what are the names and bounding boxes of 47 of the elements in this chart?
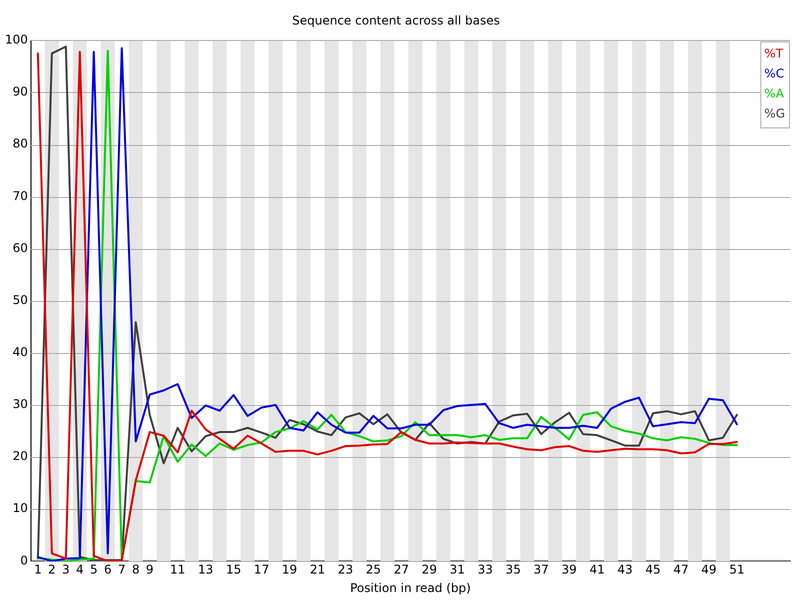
x-tick-label: 41	[589, 562, 605, 577]
x-tick-label: 15	[226, 562, 242, 577]
x-tick-label: 19	[282, 562, 298, 577]
x-tick-label: 2	[48, 562, 56, 577]
x-tick-label: 31	[450, 562, 465, 577]
x-tick-label: 9	[146, 562, 154, 577]
y-tick-label: 60	[12, 240, 28, 255]
x-tick-label: 1	[34, 562, 42, 577]
y-tick-label: 10	[12, 501, 28, 516]
x-tick-label: 5	[90, 562, 98, 577]
text: %T	[764, 46, 784, 61]
chart-title: Sequence content across all bases	[292, 13, 500, 28]
x-tick-label: 39	[561, 562, 577, 577]
x-tick-label: 27	[394, 562, 410, 577]
y-tick-label: 50	[12, 292, 28, 307]
y-tick-label: 0	[20, 553, 28, 568]
x-tick-label: 11	[170, 562, 186, 577]
text: %C	[764, 66, 784, 81]
x-tick-label: 4	[76, 562, 84, 577]
y-tick-label: 90	[12, 84, 28, 99]
x-tick-label: 7	[118, 562, 126, 577]
y-tick-label: 80	[12, 136, 28, 151]
x-tick-label: 6	[104, 562, 112, 577]
x-tick-label: 47	[673, 562, 689, 577]
x-tick-label: 43	[617, 562, 633, 577]
y-tick-label: 20	[12, 449, 28, 464]
x-tick-label: 49	[701, 562, 717, 577]
x-tick-label: 21	[310, 562, 326, 577]
x-tick-label: 29	[422, 562, 437, 577]
x-tick-label: 45	[645, 562, 661, 577]
x-axis-title: Position in read (bp)	[350, 580, 471, 595]
x-tick-label: 8	[132, 562, 140, 577]
x-tick-label: 23	[338, 562, 354, 577]
x-tick-label: 25	[366, 562, 382, 577]
x-tick-label: 33	[478, 562, 493, 577]
y-tick-label: 40	[12, 345, 28, 360]
x-tick-label: 17	[254, 562, 270, 577]
text: %A	[764, 86, 785, 101]
x-tick-label: 37	[534, 562, 549, 577]
x-tick-label: 3	[62, 562, 70, 577]
text: %G	[764, 106, 785, 121]
x-tick-label: 35	[506, 562, 521, 577]
y-tick-label: 70	[12, 188, 28, 203]
y-tick-label: 100	[5, 32, 28, 47]
x-tick-label: 13	[198, 562, 214, 577]
x-tick-label: 51	[729, 562, 745, 577]
y-tick-label: 30	[12, 397, 28, 412]
